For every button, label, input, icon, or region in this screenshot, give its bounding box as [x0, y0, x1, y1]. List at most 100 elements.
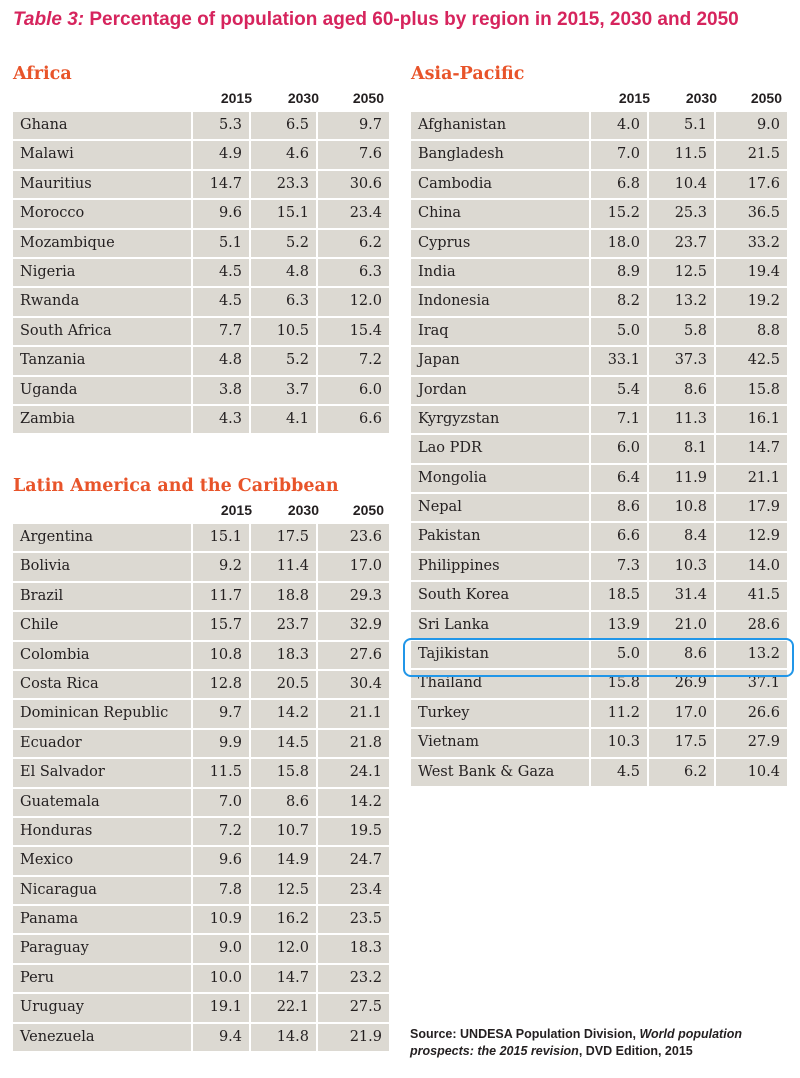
- value-cell-2015: 10.0: [193, 964, 249, 993]
- value-cell-2050: 36.5: [716, 200, 787, 228]
- table-row: Bolivia 9.2 11.4 17.0: [13, 553, 389, 582]
- value-cell-2015: 7.1: [591, 405, 647, 434]
- value-cell-2030: 4.6: [251, 141, 316, 169]
- value-cell-2030: 15.1: [251, 200, 316, 228]
- value-cell-2015: 6.6: [591, 523, 647, 551]
- value-cell-2050: 41.5: [716, 582, 787, 610]
- value-cell-2030: 20.5: [251, 670, 316, 699]
- value-cell-2030: 23.7: [251, 612, 316, 640]
- country-cell: India: [411, 258, 589, 287]
- value-cell-2030: 25.3: [649, 200, 714, 228]
- value-cell-2015: 8.6: [591, 494, 647, 522]
- value-cell-2015: 15.1: [193, 524, 249, 552]
- value-cell-2015: 7.3: [591, 552, 647, 581]
- table-number: Table 3:: [13, 9, 85, 30]
- asia-heading: Asia-Pacific: [411, 64, 525, 84]
- country-cell: Peru: [13, 964, 191, 993]
- table-title: Table 3: Percentage of population aged 6…: [13, 9, 739, 31]
- value-cell-2015: 11.5: [193, 759, 249, 787]
- value-cell-2015: 12.8: [193, 670, 249, 699]
- value-cell-2050: 14.7: [716, 435, 787, 463]
- value-cell-2030: 18.3: [251, 641, 316, 669]
- value-cell-2015: 9.4: [193, 1023, 249, 1052]
- country-cell: Honduras: [13, 817, 191, 846]
- value-cell-2030: 10.7: [251, 817, 316, 846]
- value-cell-2030: 4.1: [251, 405, 316, 434]
- table-row: Ecuador 9.9 14.5 21.8: [13, 729, 389, 759]
- country-cell: Panama: [13, 906, 191, 934]
- value-cell-2030: 6.2: [649, 758, 714, 786]
- value-cell-2015: 19.1: [193, 994, 249, 1022]
- value-cell-2015: 5.0: [591, 641, 647, 669]
- country-cell: Mexico: [13, 847, 191, 875]
- value-cell-2050: 6.2: [318, 229, 389, 257]
- value-cell-2015: 9.6: [193, 847, 249, 875]
- africa-section: Africa 2015 2030 2050 Ghana 5.3 6.5 9.7 Mala…: [13, 62, 389, 435]
- value-cell-2050: 23.6: [318, 524, 389, 552]
- value-cell-2030: 6.3: [251, 288, 316, 316]
- table-row: Nepal 8.6 10.8 17.9: [411, 494, 787, 523]
- value-cell-2050: 21.5: [716, 141, 787, 169]
- country-cell: Malawi: [13, 141, 191, 169]
- table-row: Chile 15.7 23.7 32.9: [13, 612, 389, 641]
- value-cell-2015: 9.0: [193, 935, 249, 963]
- value-cell-2015: 4.5: [193, 288, 249, 316]
- table-row: Zambia 4.3 4.1 6.6: [13, 405, 389, 435]
- country-cell: Cambodia: [411, 170, 589, 199]
- country-cell: Tajikistan: [411, 641, 589, 669]
- value-cell-2015: 7.0: [193, 788, 249, 816]
- country-cell: Nepal: [411, 494, 589, 522]
- value-cell-2015: 10.3: [591, 729, 647, 757]
- table-row: Peru 10.0 14.7 23.2: [13, 964, 389, 994]
- value-cell-2015: 7.2: [193, 817, 249, 846]
- value-cell-2030: 5.2: [251, 347, 316, 375]
- table-row: Malawi 4.9 4.6 7.6: [13, 141, 389, 170]
- value-cell-2015: 18.0: [591, 229, 647, 257]
- col-2015: 2015: [220, 90, 252, 106]
- country-cell: Morocco: [13, 200, 191, 228]
- country-cell: Argentina: [13, 524, 191, 552]
- table-row: South Africa 7.7 10.5 15.4: [13, 317, 389, 347]
- latam-rows: Argentina 15.1 17.5 23.6 Bolivia 9.2 11.4 17.0 B…: [13, 524, 389, 1053]
- country-cell: Kyrgyzstan: [411, 405, 589, 434]
- value-cell-2050: 16.1: [716, 405, 787, 434]
- value-cell-2015: 11.7: [193, 582, 249, 611]
- value-cell-2030: 11.5: [649, 141, 714, 169]
- table-row: Indonesia 8.2 13.2 19.2: [411, 288, 787, 317]
- country-cell: El Salvador: [13, 759, 191, 787]
- table-row: Dominican Republic 9.7 14.2 21.1: [13, 700, 389, 729]
- value-cell-2050: 27.6: [318, 641, 389, 669]
- value-cell-2050: 7.2: [318, 347, 389, 375]
- value-cell-2015: 13.9: [591, 611, 647, 640]
- value-cell-2030: 26.9: [649, 670, 714, 698]
- value-cell-2030: 14.2: [251, 700, 316, 728]
- table-row: Lao PDR 6.0 8.1 14.7: [411, 435, 787, 464]
- country-cell: Afghanistan: [411, 112, 589, 140]
- tajikistan-highlight-box: [403, 638, 794, 677]
- value-cell-2050: 33.2: [716, 229, 787, 257]
- value-cell-2030: 10.8: [649, 494, 714, 522]
- asia-section: Asia-Pacific 2015 2030 2050 Afghanistan 4…: [411, 62, 787, 788]
- value-cell-2030: 14.8: [251, 1023, 316, 1052]
- table-row: Sri Lanka 13.9 21.0 28.6: [411, 611, 787, 641]
- value-cell-2050: 15.8: [716, 376, 787, 404]
- value-cell-2050: 8.8: [716, 317, 787, 346]
- country-cell: Pakistan: [411, 523, 589, 551]
- value-cell-2015: 4.8: [193, 347, 249, 375]
- latam-section: Latin America and the Caribbean 2015 203…: [13, 474, 389, 1053]
- value-cell-2030: 11.9: [649, 464, 714, 493]
- table-row: South Korea 18.5 31.4 41.5: [411, 582, 787, 611]
- table-row: Iraq 5.0 5.8 8.8: [411, 317, 787, 347]
- table-row: Japan 33.1 37.3 42.5: [411, 347, 787, 376]
- table-row: Guatemala 7.0 8.6 14.2: [13, 788, 389, 818]
- value-cell-2050: 12.0: [318, 288, 389, 316]
- country-cell: Sri Lanka: [411, 611, 589, 640]
- value-cell-2015: 6.4: [591, 464, 647, 493]
- value-cell-2050: 17.6: [716, 170, 787, 199]
- table-row: China 15.2 25.3 36.5: [411, 200, 787, 229]
- country-cell: Ghana: [13, 112, 191, 140]
- value-cell-2015: 9.2: [193, 553, 249, 581]
- table-row: Mauritius 14.7 23.3 30.6: [13, 170, 389, 200]
- asia-header-row: 2015 2030 2050: [411, 86, 787, 112]
- value-cell-2015: 4.0: [591, 112, 647, 140]
